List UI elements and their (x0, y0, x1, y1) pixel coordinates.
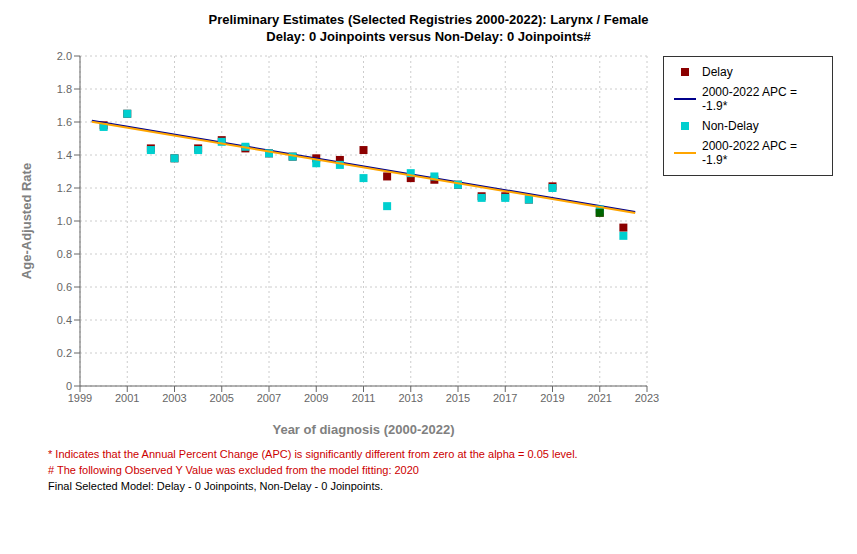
svg-text:2023: 2023 (635, 392, 659, 404)
svg-text:1.4: 1.4 (57, 149, 72, 161)
html-text:* Indicates that the Annual Pe: * Indicates that the Annual Percent Chan… (48, 448, 578, 460)
svg-text:2011: 2011 (352, 392, 376, 404)
svg-text:0: 0 (66, 380, 72, 392)
html-text:Final Selected Model: Delay -: Final Selected Model: Delay - 0 Joinpoin… (48, 480, 384, 492)
svg-text:1.0: 1.0 (57, 215, 72, 227)
svg-text:0.6: 0.6 (57, 281, 72, 293)
svg-text:2019: 2019 (540, 392, 564, 404)
svg-text:2007: 2007 (257, 392, 281, 404)
svg-text:0.2: 0.2 (57, 347, 72, 359)
html-text:2000-2022 APC = -1.9*: 2000-2022 APC = -1.9* (702, 85, 798, 113)
svg-text:1.2: 1.2 (57, 182, 72, 194)
svg-text:2.0: 2.0 (57, 50, 72, 62)
svg-text:Year of diagnosis (2000-2022): Year of diagnosis (2000-2022) (272, 422, 454, 437)
html-text:Delay: Delay (702, 65, 733, 79)
html-text:# The following Observed Y Val: # The following Observed Y Value was exc… (48, 464, 419, 476)
svg-text:0.8: 0.8 (57, 248, 72, 260)
svg-text:2013: 2013 (399, 392, 423, 404)
svg-text:2003: 2003 (162, 392, 186, 404)
html-text:2000-2022 APC = -1.9*: 2000-2022 APC = -1.9* (702, 139, 798, 167)
svg-text:1.8: 1.8 (57, 83, 72, 95)
svg-text:0.4: 0.4 (57, 314, 72, 326)
svg-text:2017: 2017 (493, 392, 517, 404)
svg-text:2009: 2009 (304, 392, 328, 404)
svg-text:Age-Adjusted Rate: Age-Adjusted Rate (19, 163, 34, 279)
html-text:Delay: 0 Joinpoints versus Non: Delay: 0 Joinpoints versus Non-Delay: 0 … (266, 29, 591, 44)
svg-text:2015: 2015 (446, 392, 470, 404)
html-text:Non-Delay: Non-Delay (702, 119, 759, 133)
svg-text:2021: 2021 (588, 392, 612, 404)
html-text:Preliminary Estimates (Selecte: Preliminary Estimates (Selected Registri… (208, 12, 649, 27)
svg-text:2005: 2005 (210, 392, 234, 404)
svg-text:1.6: 1.6 (57, 116, 72, 128)
svg-text:1999: 1999 (68, 392, 92, 404)
svg-text:2001: 2001 (115, 392, 139, 404)
